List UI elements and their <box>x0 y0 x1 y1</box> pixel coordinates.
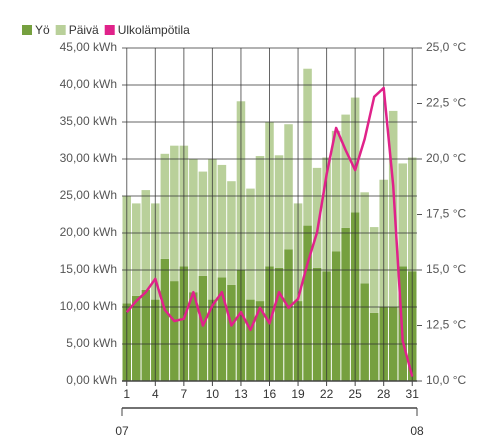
bar <box>284 124 293 250</box>
bar <box>246 188 255 300</box>
legend-swatch <box>22 25 32 35</box>
x-tick-label: 25 <box>348 387 362 401</box>
legend-label: Yö <box>35 23 50 37</box>
bar <box>369 312 379 381</box>
bar <box>160 258 170 381</box>
y2-tick-label: 10,0 °C <box>426 373 466 387</box>
y-tick-label: 20,00 kWh <box>60 225 117 239</box>
bar <box>284 249 293 381</box>
bar <box>331 130 341 252</box>
bar <box>189 292 198 381</box>
bar <box>303 225 312 381</box>
bar <box>217 164 227 278</box>
y-tick-label: 40,00 kWh <box>60 77 117 91</box>
bar <box>132 203 141 296</box>
bar <box>170 281 179 381</box>
bar <box>227 284 236 381</box>
legend-swatch <box>55 25 66 35</box>
bar <box>141 289 151 381</box>
x-tick-label: 7 <box>181 387 188 401</box>
bar <box>217 277 227 381</box>
y-tick-label: 25,00 kWh <box>60 188 117 202</box>
bar <box>312 267 322 381</box>
bar <box>341 114 350 228</box>
bar <box>398 163 407 267</box>
legend-swatch <box>104 25 115 35</box>
y-tick-label: 5,00 kWh <box>66 336 117 350</box>
x-tick-label: 31 <box>406 387 420 401</box>
y-tick-label: 45,00 kWh <box>60 40 117 54</box>
bar <box>312 167 322 268</box>
y-tick-label: 10,00 kWh <box>60 299 117 313</box>
bar <box>198 171 208 276</box>
bar <box>303 68 312 226</box>
line-series <box>125 86 414 377</box>
bar <box>132 295 141 381</box>
period-label: 08 <box>410 424 424 438</box>
bar <box>388 110 398 308</box>
bar <box>274 267 284 381</box>
bar <box>341 227 350 381</box>
period-label: 07 <box>115 424 129 438</box>
y-tick-label: 35,00 kWh <box>60 114 117 128</box>
bar <box>160 153 170 259</box>
bar <box>274 155 284 268</box>
bar <box>255 156 265 302</box>
bar <box>246 299 255 381</box>
y-tick-label: 15,00 kWh <box>60 262 117 276</box>
legend-label: Päivä <box>69 23 99 37</box>
bar <box>255 301 265 381</box>
bar <box>360 283 369 381</box>
x-tick-label: 16 <box>263 387 277 401</box>
y-tick-label: 0,00 kWh <box>66 373 117 387</box>
bar <box>198 275 208 381</box>
y2-tick-label: 12,5 °C <box>426 318 466 332</box>
x-tick-label: 22 <box>320 387 334 401</box>
legend-label: Ulkolämpötila <box>118 23 190 37</box>
x-tick-label: 19 <box>291 387 305 401</box>
y2-tick-label: 17,5 °C <box>426 207 466 221</box>
x-tick-label: 13 <box>234 387 248 401</box>
y2-tick-label: 20,0 °C <box>426 151 466 165</box>
x-tick-label: 4 <box>152 387 159 401</box>
y2-tick-label: 25,0 °C <box>426 40 466 54</box>
y2-tick-label: 22,5 °C <box>426 96 466 110</box>
bar <box>141 190 151 290</box>
bar <box>360 192 369 284</box>
x-tick-label: 10 <box>206 387 220 401</box>
y-tick-label: 30,00 kWh <box>60 151 117 165</box>
bar <box>189 159 198 293</box>
bar <box>170 145 179 282</box>
bar <box>331 251 341 381</box>
y2-tick-label: 15,0 °C <box>426 262 466 276</box>
x-tick-label: 28 <box>377 387 391 401</box>
x-tick-label: 1 <box>123 387 130 401</box>
